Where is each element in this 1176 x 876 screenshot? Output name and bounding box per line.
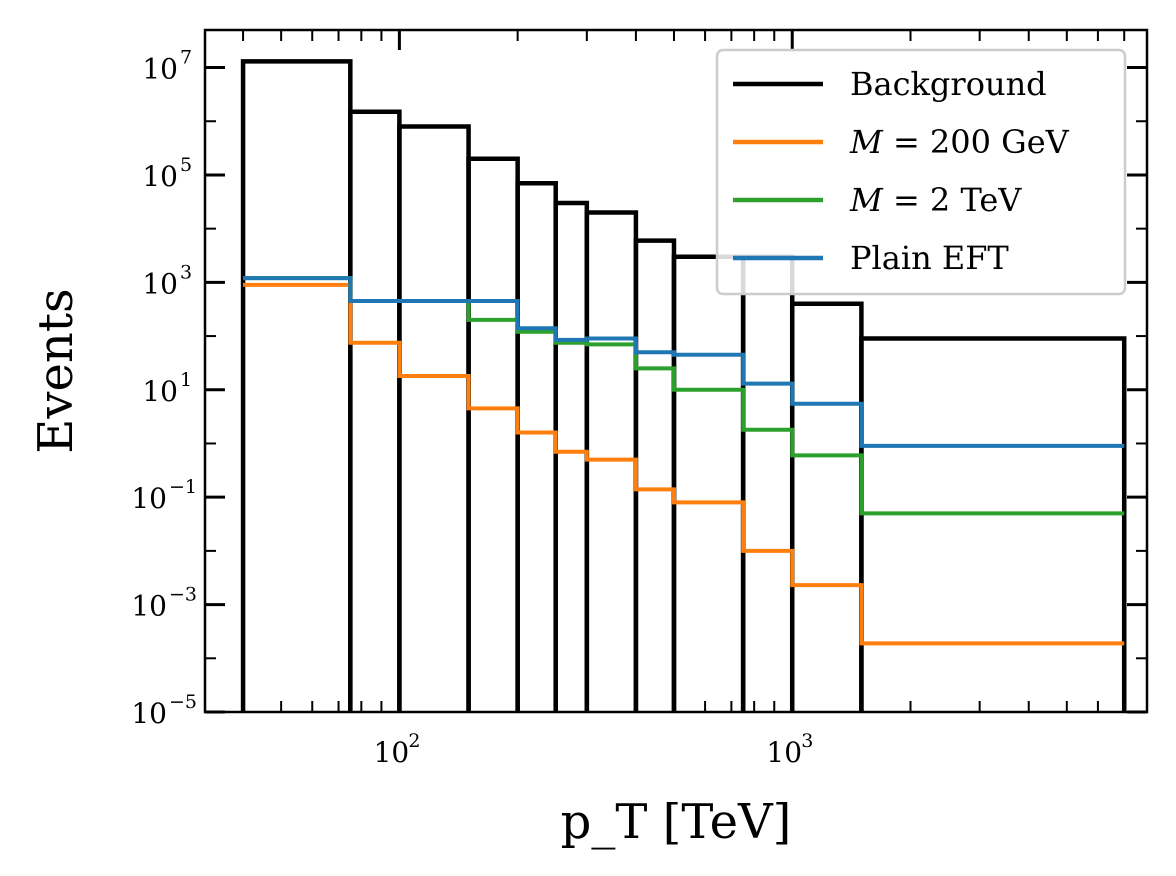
legend-label-var-2: M (849, 181, 884, 219)
axes-layer: 10 −510 −310 −110 110 310 510 710 2 10 3p_T [TeV]E… (28, 28, 1149, 850)
legend-label-0: Background (850, 65, 1047, 103)
series-layer (240, 59, 1127, 712)
x-tick-exp-0: 2 (408, 730, 420, 752)
y-tick-label-2: 10 (131, 482, 167, 515)
y-tick-label-6: 10 (142, 53, 178, 86)
series-line-m-2-tev (243, 276, 1125, 516)
y-tick-exp-1: −3 (169, 584, 197, 606)
background-bar-12 (859, 336, 1127, 712)
y-tick-label-3: 10 (142, 375, 178, 408)
y-tick-exp-3: 1 (180, 369, 192, 391)
background-bar-10 (740, 254, 795, 712)
y-tick-label-5: 10 (142, 160, 178, 193)
x-axis-title: p_T [TeV] (561, 794, 792, 850)
background-bar-2 (348, 109, 402, 712)
y-tick-label-4: 10 (142, 267, 178, 300)
y-tick-label-0: 10 (131, 697, 167, 730)
background-bar-3 (397, 124, 471, 712)
x-tick-label-0: 10 (374, 736, 410, 769)
x-tick-label-1: 10 (766, 736, 802, 769)
plot-frame (203, 28, 1149, 714)
x-tick-exp-1: 3 (801, 730, 813, 752)
y-tick-exp-2: −1 (169, 476, 197, 498)
y-tick-exp-6: 7 (180, 47, 192, 69)
legend-label-1: M = 200 GeV (849, 123, 1070, 161)
background-bar-7 (584, 210, 639, 712)
y-tick-exp-5: 5 (180, 154, 192, 176)
y-axis-title: Events (28, 288, 84, 453)
legend-label-text-1: = 200 GeV (883, 123, 1070, 161)
background-bar-11 (789, 301, 864, 712)
background-bar-8 (633, 238, 677, 712)
y-tick-exp-4: 3 (180, 261, 192, 283)
background-bar-5 (515, 181, 558, 712)
background-bar-6 (553, 200, 590, 712)
legend-label-3: Plain EFT (850, 239, 1009, 277)
series-line-m-200-gev (243, 282, 1125, 646)
series-line-plain-eft (243, 276, 1125, 448)
y-tick-label-1: 10 (131, 590, 167, 623)
y-tick-exp-0: −5 (169, 691, 197, 713)
legend-label-text-2: = 2 TeV (883, 181, 1022, 219)
background-bar-4 (466, 156, 520, 712)
background-bar-9 (671, 254, 746, 712)
legend-label-2: M = 2 TeV (849, 181, 1022, 219)
legend-label-var-1: M (849, 123, 884, 161)
legend-box (715, 48, 1127, 296)
background-bar-1 (240, 59, 353, 712)
